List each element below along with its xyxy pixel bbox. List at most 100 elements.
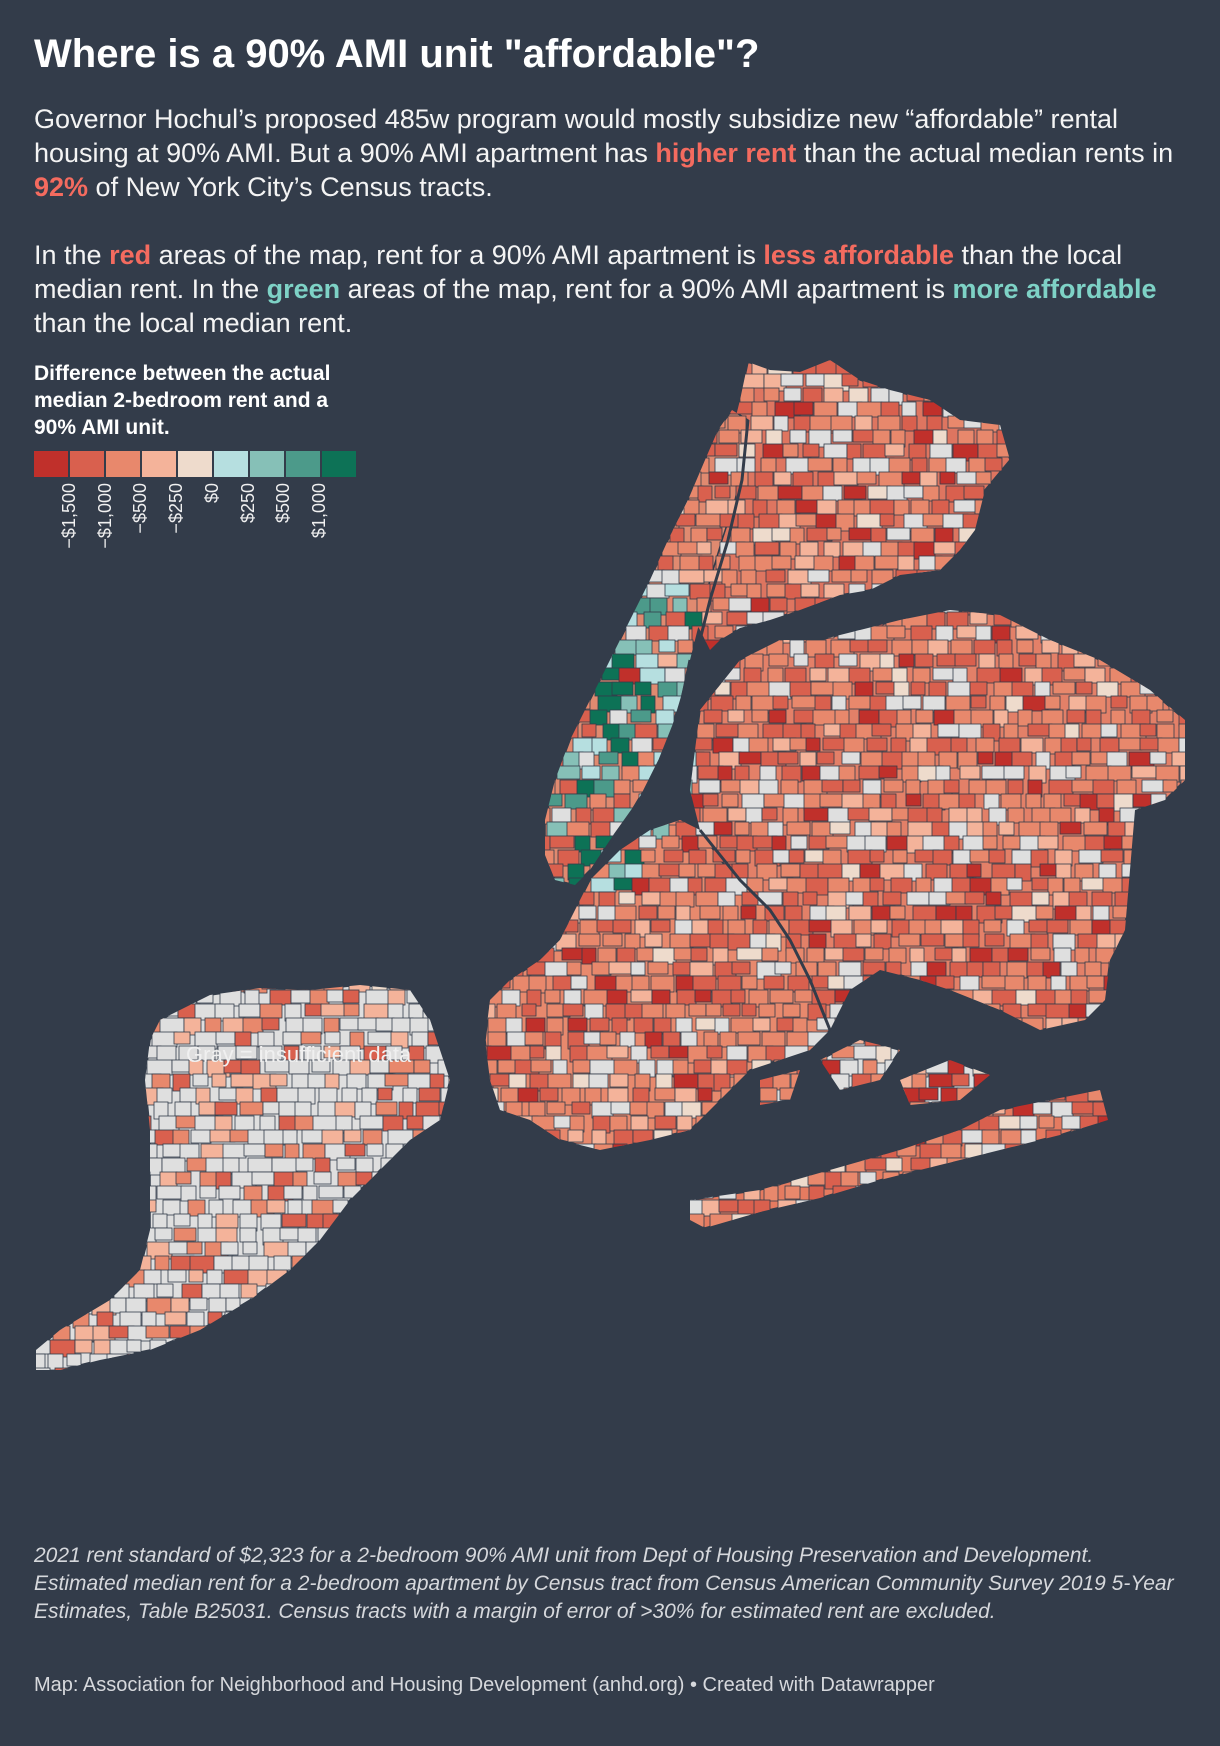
census-tract — [111, 1115, 129, 1132]
census-tract — [157, 653, 178, 668]
census-tract — [517, 1087, 539, 1103]
census-tract — [247, 947, 263, 964]
census-tract — [311, 933, 327, 948]
census-tract — [36, 1115, 47, 1131]
census-tract — [110, 415, 137, 429]
census-tract — [714, 1017, 730, 1035]
census-tract — [880, 373, 896, 387]
census-tract — [809, 1227, 834, 1243]
census-tract — [648, 527, 667, 545]
census-tract — [519, 569, 545, 586]
census-tract — [1110, 695, 1128, 709]
census-tract — [1096, 681, 1119, 698]
census-tract — [492, 835, 509, 850]
census-tract — [119, 933, 136, 948]
census-tract — [75, 933, 94, 951]
census-tract — [508, 1311, 530, 1329]
census-tract — [238, 471, 265, 488]
census-tract — [1133, 597, 1155, 613]
census-tract — [443, 1255, 459, 1274]
census-tract — [1128, 1339, 1150, 1354]
census-tract — [423, 1283, 450, 1300]
census-tract — [993, 373, 1016, 389]
census-tract — [153, 625, 175, 639]
census-tract — [555, 933, 577, 951]
census-tract — [438, 779, 463, 795]
census-tract — [323, 387, 343, 404]
census-tract — [1147, 919, 1173, 933]
census-tract — [589, 709, 608, 726]
census-tract — [984, 933, 1005, 947]
census-tract — [457, 1241, 483, 1257]
census-tract — [142, 1367, 169, 1370]
census-tract — [616, 835, 640, 851]
census-tract — [1079, 555, 1095, 574]
census-tract — [140, 429, 162, 445]
census-tract — [197, 499, 221, 517]
census-tract — [286, 1297, 306, 1315]
census-tract — [871, 583, 892, 602]
census-tract — [1130, 905, 1148, 920]
census-tract — [70, 835, 96, 853]
census-tract — [551, 807, 572, 823]
census-tract — [768, 1115, 786, 1133]
census-tract — [927, 639, 949, 657]
census-tract — [148, 373, 168, 387]
census-tract — [425, 401, 441, 419]
census-tract — [341, 961, 366, 976]
census-tract — [975, 1353, 995, 1370]
census-tract — [977, 751, 994, 765]
census-tract — [283, 1325, 299, 1344]
census-tract — [166, 485, 193, 499]
census-tract — [664, 1227, 685, 1244]
census-tract — [36, 1017, 45, 1033]
census-tract — [592, 807, 618, 824]
census-tract — [204, 1017, 222, 1033]
census-tract — [1032, 1227, 1055, 1245]
census-tract — [540, 1199, 567, 1218]
census-tract — [150, 863, 177, 879]
census-tract — [938, 1297, 964, 1316]
census-tract — [812, 709, 839, 726]
census-tract — [224, 457, 247, 475]
census-tract — [186, 1157, 208, 1172]
census-tract — [1020, 1129, 1037, 1146]
census-tract — [1188, 1116, 1206, 1128]
census-tract — [679, 765, 698, 784]
census-tract — [276, 1087, 300, 1103]
census-tract — [742, 1129, 762, 1143]
census-tract — [789, 1325, 813, 1343]
census-tract — [249, 933, 272, 951]
census-tract — [305, 1353, 323, 1370]
census-tract — [1093, 1073, 1111, 1087]
census-tract — [523, 1185, 542, 1203]
census-tract — [695, 751, 711, 768]
census-tract — [906, 1031, 927, 1049]
census-tract — [1137, 947, 1157, 961]
census-tract — [533, 891, 550, 906]
census-tract — [736, 947, 763, 961]
census-tract — [276, 653, 299, 668]
census-tract — [966, 807, 983, 823]
census-tract — [487, 485, 512, 504]
census-tract — [608, 961, 632, 975]
census-tract — [1075, 905, 1092, 921]
census-tract — [1041, 1241, 1063, 1255]
census-tract — [460, 639, 476, 655]
census-tract — [970, 709, 994, 728]
census-tract — [1176, 1311, 1185, 1325]
census-tract — [901, 401, 917, 418]
census-tract — [36, 527, 51, 546]
census-tract — [676, 443, 695, 458]
census-tract — [1142, 1087, 1168, 1103]
census-tract — [50, 919, 71, 933]
census-tract — [651, 989, 671, 1005]
census-tract — [186, 1311, 205, 1329]
census-tract — [793, 709, 816, 724]
census-tract — [358, 625, 375, 641]
census-tract — [152, 583, 173, 598]
census-tract — [566, 961, 582, 976]
census-tract — [585, 499, 606, 514]
census-tract — [119, 429, 136, 448]
census-tract — [975, 737, 995, 753]
